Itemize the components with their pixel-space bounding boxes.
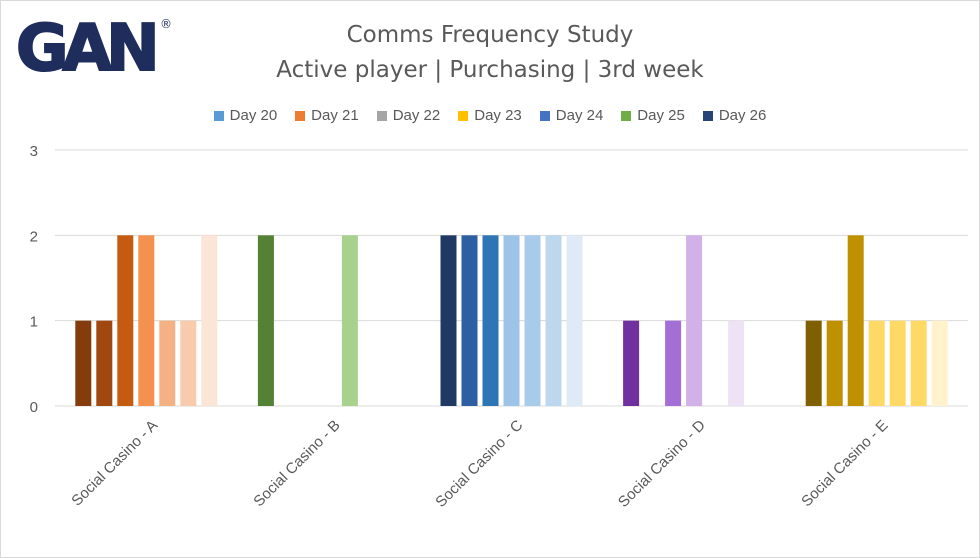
bar [138, 235, 155, 406]
bar [524, 235, 541, 406]
bar [623, 320, 640, 406]
bar [96, 320, 113, 406]
x-tick-label: Social Casino - A [68, 417, 161, 510]
legend-item-day20: Day 20 [213, 107, 278, 124]
y-tick-label: 2 [30, 228, 38, 245]
legend-swatch [213, 110, 224, 121]
legend-swatch [621, 110, 632, 121]
legend-item-day21: Day 21 [295, 107, 359, 124]
legend-swatch [539, 110, 550, 121]
x-tick-label: Social Casino - C [432, 417, 526, 511]
registered-mark: ® [160, 17, 172, 31]
bar [117, 235, 134, 406]
legend-label: Day 25 [637, 107, 685, 124]
bar [805, 320, 822, 406]
bar [826, 320, 843, 406]
legend-label: Day 20 [229, 107, 278, 124]
legend-label: Day 23 [474, 107, 522, 124]
y-tick-label: 0 [30, 399, 38, 416]
legend-label: Day 26 [718, 107, 767, 124]
chart-legend: Day 20 Day 21 Day 22 Day 23 Day 24 Day 2… [0, 107, 980, 124]
legend-swatch [376, 110, 387, 121]
bar [728, 320, 745, 406]
legend-swatch [295, 110, 306, 121]
gan-logo: GAN ® [15, 11, 172, 80]
chart-subtitle: Active player | Purchasing | 3rd week [276, 57, 704, 83]
legend-item-day22: Day 22 [376, 107, 441, 124]
bar [931, 320, 948, 406]
legend-label: Day 22 [392, 107, 441, 124]
legend-item-day23: Day 23 [458, 107, 522, 124]
legend-swatch [458, 110, 469, 121]
gan-logo-text: GAN [16, 12, 154, 80]
bar [847, 235, 864, 406]
legend-swatch [702, 110, 713, 121]
bar [665, 320, 682, 406]
bar [503, 235, 520, 406]
chart-title: Comms Frequency Study [346, 22, 634, 48]
bar [910, 320, 927, 406]
bar [868, 320, 885, 406]
y-tick-label: 3 [30, 143, 38, 160]
bar [440, 235, 457, 406]
bar [482, 235, 499, 406]
bar [889, 320, 906, 406]
y-tick-label: 1 [30, 314, 38, 331]
bar [461, 235, 478, 406]
bar [341, 235, 358, 406]
x-tick-label: Social Casino - D [615, 417, 709, 511]
bar [257, 235, 274, 406]
legend-item-day24: Day 24 [539, 107, 604, 124]
x-tick-label: Social Casino - B [250, 417, 343, 510]
x-tick-label: Social Casino - E [798, 417, 891, 510]
legend-label: Day 24 [555, 107, 604, 124]
bar [686, 235, 703, 406]
bar [159, 320, 176, 406]
bar [545, 235, 562, 406]
legend-label: Day 21 [311, 107, 359, 124]
legend-item-day25: Day 25 [621, 107, 685, 124]
bar [201, 235, 218, 406]
bar [75, 320, 92, 406]
bar [180, 320, 197, 406]
legend-item-day26: Day 26 [702, 107, 767, 124]
bar [566, 235, 583, 406]
